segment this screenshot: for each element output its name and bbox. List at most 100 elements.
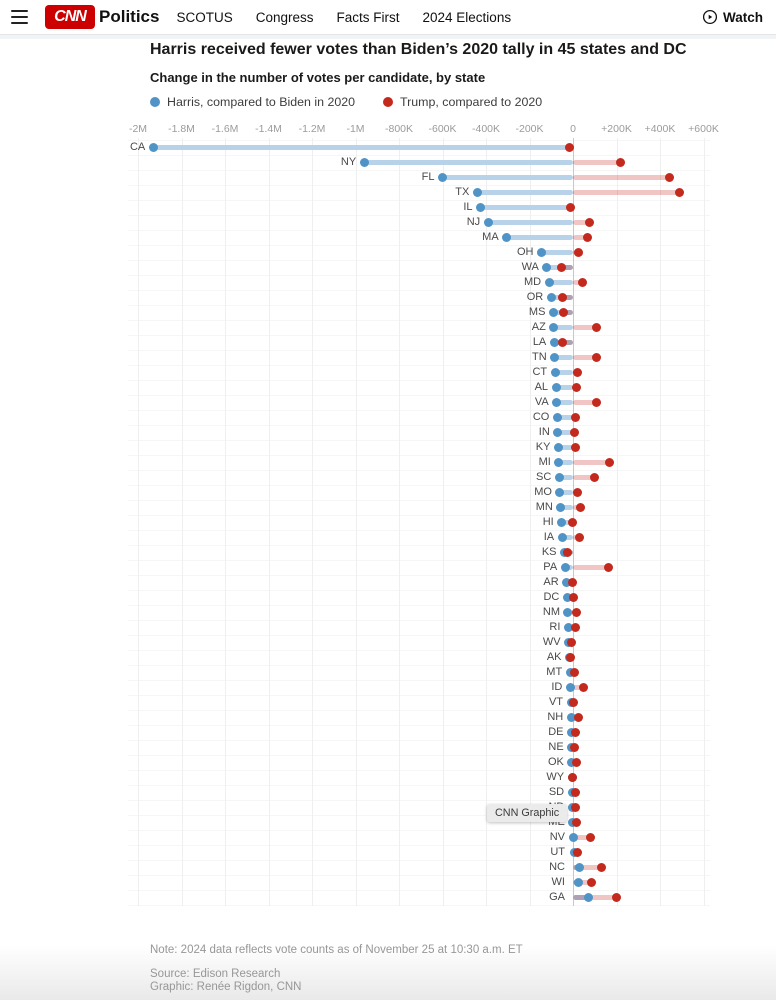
harris-dot-AL[interactable] xyxy=(551,382,561,392)
trump-dot-MN[interactable] xyxy=(576,502,586,512)
harris-dot-CT[interactable] xyxy=(550,367,560,377)
trump-dot-MS[interactable] xyxy=(559,307,569,317)
harris-dot-MI[interactable] xyxy=(554,457,564,467)
harris-dot-IA[interactable] xyxy=(557,532,567,542)
hamburger-menu-icon[interactable] xyxy=(11,10,28,24)
cnn-logo[interactable]: CNN xyxy=(45,5,95,29)
harris-dot-PA[interactable] xyxy=(560,562,570,572)
trump-dot-NC[interactable] xyxy=(596,862,606,872)
trump-dot-TN[interactable] xyxy=(592,352,602,362)
trump-dot-NH[interactable] xyxy=(573,712,583,722)
harris-dot-MD[interactable] xyxy=(544,277,554,287)
trump-dot-IL[interactable] xyxy=(566,202,576,212)
harris-dot-MS[interactable] xyxy=(548,307,558,317)
trump-dot-VA[interactable] xyxy=(592,397,602,407)
trump-dot-MD[interactable] xyxy=(578,277,588,287)
harris-dot-TN[interactable] xyxy=(550,352,560,362)
trump-dot-MA[interactable] xyxy=(582,232,592,242)
trump-dot-DE[interactable] xyxy=(571,727,581,737)
trump-dot-WA[interactable] xyxy=(556,262,566,272)
harris-dot-FL[interactable] xyxy=(438,172,447,182)
nav-item-congress[interactable]: Congress xyxy=(255,9,314,25)
trump-dot-ME[interactable] xyxy=(571,817,581,827)
trump-dot-NJ[interactable] xyxy=(585,217,595,227)
nav-item-facts-first[interactable]: Facts First xyxy=(336,9,400,25)
harris-dot-NC[interactable] xyxy=(575,862,585,872)
harris-dot-KY[interactable] xyxy=(553,442,563,452)
trump-dot-CA[interactable] xyxy=(565,142,575,152)
harris-dot-NM[interactable] xyxy=(563,607,573,617)
trump-dot-KS[interactable] xyxy=(563,547,573,557)
trump-dot-LA[interactable] xyxy=(558,337,568,347)
plot-hgridline xyxy=(128,859,710,861)
trump-dot-HI[interactable] xyxy=(567,517,577,527)
trump-dot-CO[interactable] xyxy=(570,412,580,422)
harris-dot-ID[interactable] xyxy=(565,682,575,692)
harris-dot-DC[interactable] xyxy=(562,592,572,602)
harris-dot-CA[interactable] xyxy=(148,142,158,152)
trump-dot-SC[interactable] xyxy=(589,472,599,482)
harris-dot-CO[interactable] xyxy=(552,412,562,422)
trump-dot-IN[interactable] xyxy=(570,427,580,437)
trump-dot-CT[interactable] xyxy=(572,367,582,377)
harris-dot-MO[interactable] xyxy=(555,487,565,497)
trump-dot-NV[interactable] xyxy=(585,832,595,842)
harris-dot-IL[interactable] xyxy=(476,202,486,212)
harris-dot-MA[interactable] xyxy=(502,232,512,242)
trump-dot-NE[interactable] xyxy=(570,742,580,752)
trump-dot-WY[interactable] xyxy=(568,772,578,782)
trump-dot-RI[interactable] xyxy=(570,622,580,632)
trump-dot-KY[interactable] xyxy=(571,442,581,452)
harris-dot-IN[interactable] xyxy=(553,427,563,437)
harris-dot-GA[interactable] xyxy=(583,892,593,902)
harris-dot-WA[interactable] xyxy=(542,262,552,272)
trump-dot-NY[interactable] xyxy=(616,157,626,167)
harris-dot-NV[interactable] xyxy=(568,832,578,842)
trump-dot-ID[interactable] xyxy=(578,682,588,692)
nav-item-scotus[interactable]: SCOTUS xyxy=(176,9,233,25)
harris-dot-AR[interactable] xyxy=(562,577,572,587)
plot-hgridline xyxy=(128,244,710,246)
nav-item-2024-elections[interactable]: 2024 Elections xyxy=(422,9,512,25)
trump-dot-AL[interactable] xyxy=(571,382,581,392)
trump-dot-FL[interactable] xyxy=(665,172,675,182)
harris-dot-VA[interactable] xyxy=(552,397,562,407)
trump-dot-GA[interactable] xyxy=(612,892,621,902)
harris-dot-OR[interactable] xyxy=(546,292,556,302)
trump-dot-OK[interactable] xyxy=(571,757,581,767)
trump-dot-OR[interactable] xyxy=(557,292,567,302)
harris-dot-NY[interactable] xyxy=(359,157,369,167)
trump-dot-VT[interactable] xyxy=(569,697,579,707)
harris-dot-NH[interactable] xyxy=(566,712,576,722)
harris-dot-OH[interactable] xyxy=(536,247,546,257)
harris-dot-HI[interactable] xyxy=(557,517,567,527)
trump-dot-NM[interactable] xyxy=(571,607,581,617)
trump-dot-DC[interactable] xyxy=(569,592,579,602)
harris-dot-LA[interactable] xyxy=(549,337,559,347)
trump-dot-AZ[interactable] xyxy=(592,322,602,332)
trump-dot-MT[interactable] xyxy=(569,667,579,677)
harris-dot-SC[interactable] xyxy=(554,472,564,482)
trump-dot-SD[interactable] xyxy=(570,787,580,797)
politics-section-label[interactable]: Politics xyxy=(99,7,160,26)
trump-dot-MO[interactable] xyxy=(573,487,583,497)
trump-dot-ND[interactable] xyxy=(570,802,580,812)
trump-dot-IA[interactable] xyxy=(574,532,584,542)
trump-dot-WV[interactable] xyxy=(566,637,576,647)
harris-dot-MN[interactable] xyxy=(556,502,566,512)
state-label-VA: VA xyxy=(534,396,549,408)
trump-dot-PA[interactable] xyxy=(603,562,613,572)
harris-dot-NJ[interactable] xyxy=(483,217,493,227)
harris-dot-RI[interactable] xyxy=(563,622,573,632)
trump-dot-MI[interactable] xyxy=(605,457,615,467)
harris-dot-WI[interactable] xyxy=(573,877,583,887)
harris-dot-AZ[interactable] xyxy=(549,322,559,332)
trump-dot-OH[interactable] xyxy=(573,247,583,257)
trump-dot-TX[interactable] xyxy=(675,187,685,197)
trump-dot-AK[interactable] xyxy=(566,652,576,662)
trump-dot-UT[interactable] xyxy=(572,847,582,857)
trump-dot-WI[interactable] xyxy=(587,877,597,887)
harris-dot-TX[interactable] xyxy=(472,187,482,197)
watch-button[interactable]: Watch xyxy=(702,9,763,25)
trump-dot-AR[interactable] xyxy=(568,577,578,587)
